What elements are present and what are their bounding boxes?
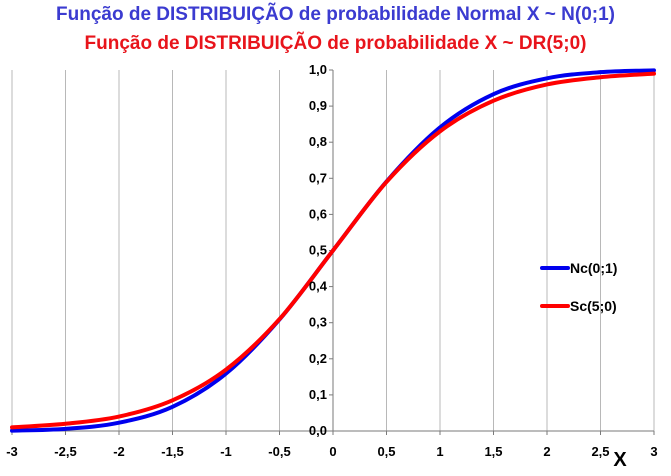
- tick-labels: 0,0 0,1 0,2 0,3 0,4 0,5 0,6 0,7 0,8 0,9 1,0 -3 -2,5 -…: [6, 62, 657, 459]
- x-tick-label: 1: [436, 444, 443, 459]
- x-tick-label: -1,5: [161, 444, 183, 459]
- x-tick-label: 3: [650, 444, 657, 459]
- y-tick-label: 0,3: [309, 315, 327, 330]
- legend-label-nc-0-1: Nc(0;1): [570, 260, 617, 276]
- legend: Nc(0;1) Sc(5;0): [540, 260, 617, 314]
- y-tick-label: 1,0: [309, 62, 327, 77]
- x-tick-label: -2,5: [54, 444, 76, 459]
- legend-label-sc-5-0: Sc(5;0): [570, 298, 617, 314]
- x-tick-label: 2,5: [591, 444, 609, 459]
- y-tick-label: 0,0: [309, 423, 327, 438]
- x-tick-label: -1: [220, 444, 232, 459]
- x-tick-label: -0,5: [268, 444, 290, 459]
- y-tick-label: 0,1: [309, 387, 327, 402]
- y-tick-label: 0,8: [309, 134, 327, 149]
- x-tick-label: -2: [113, 444, 125, 459]
- chart-title-dr: Função de DISTRIBUIÇÃO de probabilidade …: [84, 33, 587, 54]
- x-tick-label: 0,5: [377, 444, 395, 459]
- y-tick-label: 0,5: [309, 243, 327, 258]
- x-tick-label: 0: [329, 444, 336, 459]
- x-tick-label: 2: [543, 444, 550, 459]
- series-lines: [10, 68, 656, 433]
- y-tick-label: 0,4: [309, 279, 328, 294]
- y-tick-label: 0,9: [309, 98, 327, 113]
- series-line-sc-5-0: [10, 71, 656, 430]
- x-tick-label: 1,5: [484, 444, 502, 459]
- x-tick-label: -3: [6, 444, 18, 459]
- x-axis-label: X: [613, 449, 627, 471]
- chart-title-normal: Função de DISTRIBUIÇÃO de probabilidade …: [56, 4, 615, 25]
- y-tick-label: 0,2: [309, 351, 327, 366]
- y-tick-label: 0,7: [309, 170, 327, 185]
- y-tick-label: 0,6: [309, 206, 327, 221]
